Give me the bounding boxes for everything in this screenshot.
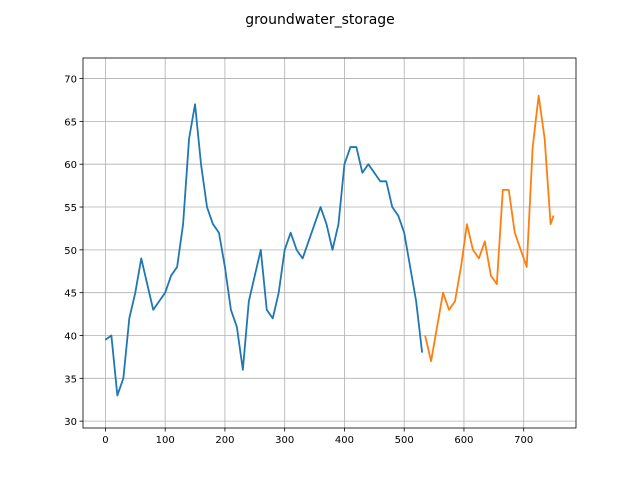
y-tick-label: 70 [64,75,77,86]
x-tick-label: 500 [395,435,414,446]
chart-title: groundwater_storage [245,12,395,28]
x-tick-label: 300 [275,435,294,446]
series-line [424,94,555,363]
y-tick-label: 60 [64,160,77,171]
x-tick-label: 0 [102,435,108,446]
y-tick-label: 30 [64,417,77,428]
x-tick-label: 100 [156,435,175,446]
x-tick-label: 400 [335,435,354,446]
y-tick-label: 50 [64,246,77,257]
plot-frame [82,57,577,429]
x-tick-label: 700 [514,435,533,446]
y-tick-label: 45 [64,289,77,300]
y-tick-label: 35 [64,374,77,385]
grid: 0 100 200 300 400 500 600 700 30 35 40 45 50 55 60 65 70 [64,58,576,446]
x-tick-label: 200 [215,435,234,446]
lines [104,94,555,397]
x-tick-label: 600 [454,435,473,446]
series-line [104,103,424,397]
y-tick-label: 40 [64,332,77,343]
y-tick-label: 55 [64,203,77,214]
y-tick-label: 65 [64,117,77,128]
